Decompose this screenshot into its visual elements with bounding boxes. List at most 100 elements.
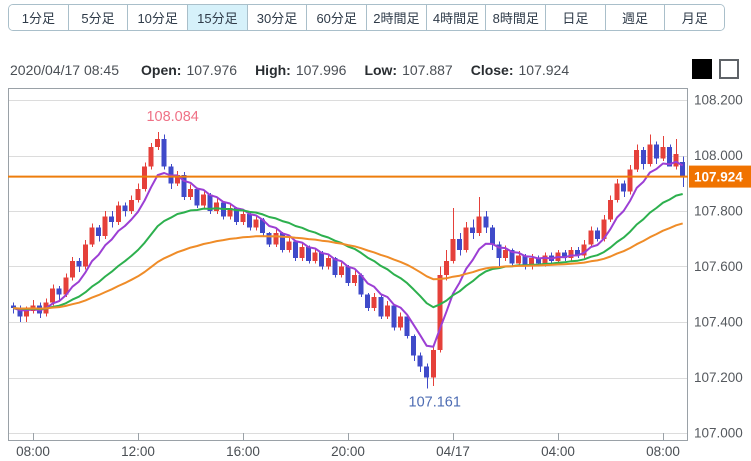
close-label: Close:	[470, 62, 514, 78]
axis-label: 107.600	[694, 259, 743, 274]
tab-4hour[interactable]: 4時間足	[426, 5, 487, 30]
candle-up	[30, 299, 36, 314]
candle-down	[306, 245, 312, 264]
plot-border	[8, 88, 688, 441]
candle-down	[404, 315, 410, 339]
axis-label: 107.400	[694, 315, 743, 330]
candle-up	[325, 254, 331, 270]
candle-down	[496, 241, 502, 267]
candle-up	[174, 170, 180, 187]
candle-up	[614, 179, 620, 203]
axis-label: 04/17	[436, 444, 470, 459]
candle-up	[155, 132, 161, 150]
candle-up	[102, 211, 108, 239]
candle-down	[417, 352, 423, 372]
close-value: 107.924	[518, 62, 570, 78]
axis-label: 107.800	[694, 204, 743, 219]
high-label: High:	[255, 62, 291, 78]
candle-down	[457, 233, 463, 256]
axis-label: 08:00	[16, 444, 50, 459]
candle-up	[443, 249, 449, 281]
tab-daily[interactable]: 日足	[546, 5, 606, 30]
tab-1min[interactable]: 1分足	[9, 5, 69, 30]
candle-down	[411, 334, 417, 361]
candle-up	[660, 136, 666, 162]
candle-down	[76, 258, 82, 273]
candle-up	[82, 240, 88, 270]
candle-up	[286, 237, 292, 253]
candle-up	[397, 312, 403, 331]
candle-up	[430, 346, 436, 386]
candle-down	[562, 249, 568, 261]
candle-down	[96, 224, 102, 242]
high-field: High: 107.996	[255, 62, 346, 78]
open-value: 107.976	[186, 62, 238, 78]
candle-up	[50, 284, 56, 306]
open-field: Open: 107.976	[141, 62, 237, 78]
tab-15min[interactable]: 15分足	[188, 5, 248, 30]
high-value: 107.996	[295, 62, 347, 78]
tab-30min[interactable]: 30分足	[247, 5, 308, 30]
axis-label: 108.084	[146, 109, 198, 125]
candle-style-white-icon[interactable]	[719, 59, 739, 79]
candle-up	[338, 262, 344, 278]
candle-down	[207, 192, 213, 214]
axis-label: 107.924	[694, 170, 743, 185]
candle-up	[384, 301, 390, 320]
axis-label: 16:00	[226, 444, 260, 459]
tab-8hour[interactable]: 8時間足	[486, 5, 547, 30]
candle-up	[476, 197, 482, 236]
axis-label: 107.000	[694, 426, 743, 441]
low-field: Low: 107.887	[364, 62, 452, 78]
axis-label: 04:00	[541, 444, 575, 459]
candle-down	[378, 295, 384, 320]
ma-line-ma-long	[13, 222, 683, 310]
candle-down	[365, 292, 371, 311]
axis-label: 12:00	[121, 444, 155, 459]
candle-up	[627, 165, 633, 195]
axis-label: 107.200	[694, 370, 743, 385]
candle-up	[214, 198, 220, 214]
axis-label: 107.161	[409, 394, 461, 410]
timeframe-tabbar: 1分足 5分足 10分足 15分足 30分足 60分足 2時間足 4時間足 8時…	[8, 4, 725, 31]
candle-down	[220, 201, 226, 220]
ma-line-ma-short	[12, 160, 684, 348]
candle-up	[581, 240, 587, 259]
tab-10min[interactable]: 10分足	[128, 5, 189, 30]
tab-60min[interactable]: 60分足	[307, 5, 368, 30]
low-value: 107.887	[402, 62, 453, 78]
candle-down	[640, 147, 646, 170]
candle-up	[69, 256, 75, 281]
axis-label: 08:00	[646, 444, 680, 459]
candle-style-black-icon[interactable]	[692, 59, 712, 79]
ma-line-ma-mid	[13, 193, 683, 311]
tab-5min[interactable]: 5分足	[68, 5, 129, 30]
axis-label: 108.000	[694, 148, 743, 163]
candle-up	[115, 201, 121, 225]
candle-up	[299, 242, 305, 261]
candle-down	[653, 141, 659, 164]
current-price-marker: 107.924	[689, 165, 751, 188]
tab-2hour[interactable]: 2時間足	[367, 5, 427, 30]
candle-down	[621, 180, 627, 198]
y-axis-labels: 108.200 108.000 107.800 107.600 107.400 107.2…	[694, 93, 743, 441]
candle-down	[161, 134, 167, 170]
candle-up	[647, 134, 653, 167]
candle-down	[266, 231, 272, 248]
x-axis: 08:00 12:00 16:00 20:00 04/17 04:00 08:00	[16, 433, 680, 459]
candle-up	[148, 143, 154, 170]
tab-monthly[interactable]: 月足	[665, 5, 724, 30]
candle-down	[391, 303, 397, 331]
chart-datetime: 2020/04/17 08:45	[10, 62, 119, 78]
candle-down	[680, 156, 686, 187]
axis-label: 20:00	[331, 444, 365, 459]
low-annotation: 107.161	[409, 394, 461, 410]
candle-down	[575, 247, 581, 259]
candle-up	[463, 222, 469, 253]
candle-up	[135, 183, 141, 203]
candle-up	[371, 292, 377, 311]
candle-down	[470, 219, 476, 239]
candle-down	[424, 363, 430, 389]
tab-weekly[interactable]: 週足	[605, 5, 666, 30]
